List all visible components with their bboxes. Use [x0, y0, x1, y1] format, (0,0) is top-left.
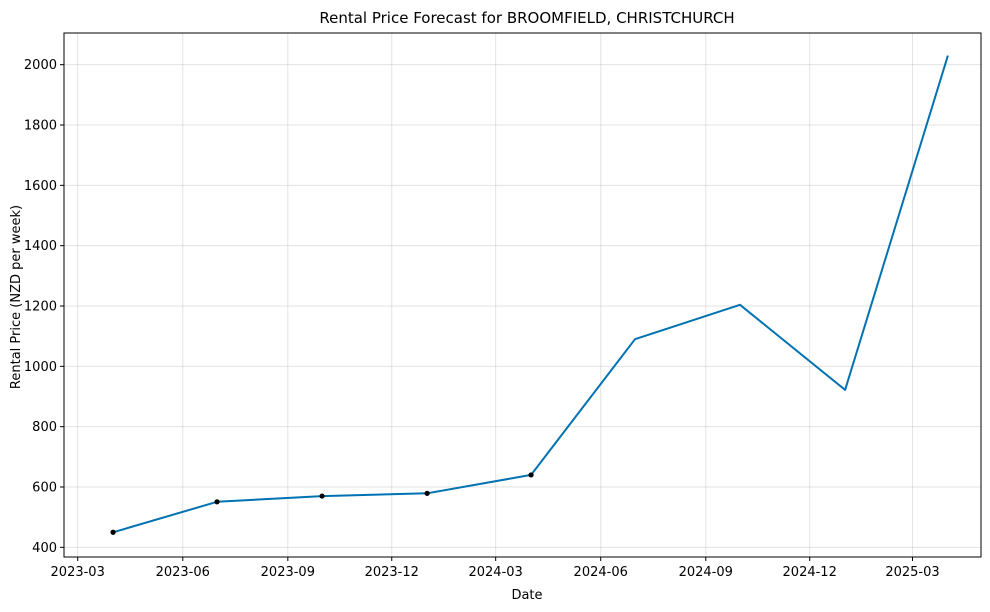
y-tick-label: 1600: [24, 179, 57, 194]
plot-area-frame: [63, 32, 982, 558]
series-layer: [110, 55, 949, 535]
chart-title: Rental Price Forecast for BROOMFIELD, CH…: [319, 9, 734, 27]
x-axis-label: Date: [511, 588, 542, 603]
observed-point: [528, 472, 534, 478]
y-tick-label: 1800: [24, 119, 57, 134]
x-tick-label: 2023-06: [156, 565, 210, 580]
x-tick-label: 2024-06: [574, 565, 628, 580]
x-tick-label: 2023-03: [51, 565, 105, 580]
observed-point: [110, 529, 116, 535]
y-tick-label: 1400: [24, 239, 57, 254]
forecast-line: [112, 55, 949, 534]
y-tick-label: 1200: [24, 300, 57, 315]
x-tick-label: 2025-03: [885, 565, 939, 580]
x-tick-label: 2023-09: [261, 565, 315, 580]
y-tick-label: 400: [32, 541, 57, 556]
observed-point: [319, 493, 325, 499]
y-tick-label: 800: [32, 420, 57, 435]
x-tick-label: 2024-03: [468, 565, 522, 580]
x-tick-label: 2023-12: [365, 565, 419, 580]
x-tick-label: 2024-12: [783, 565, 837, 580]
grid: [64, 33, 981, 557]
y-tick-label: 1000: [24, 360, 57, 375]
x-axis: 2023-03 2023-06 2023-09 2023-12 2024-03 2024-…: [51, 557, 940, 580]
y-tick-label: 600: [32, 481, 57, 496]
observed-point: [214, 499, 220, 505]
x-tick-label: 2024-09: [679, 565, 733, 580]
observed-point: [424, 490, 430, 496]
y-axis: 400 600 800 1000 1200 1400 1600 1800 2000: [24, 58, 64, 556]
y-axis-label: Rental Price (NZD per week): [9, 205, 24, 389]
y-tick-label: 2000: [24, 58, 57, 73]
